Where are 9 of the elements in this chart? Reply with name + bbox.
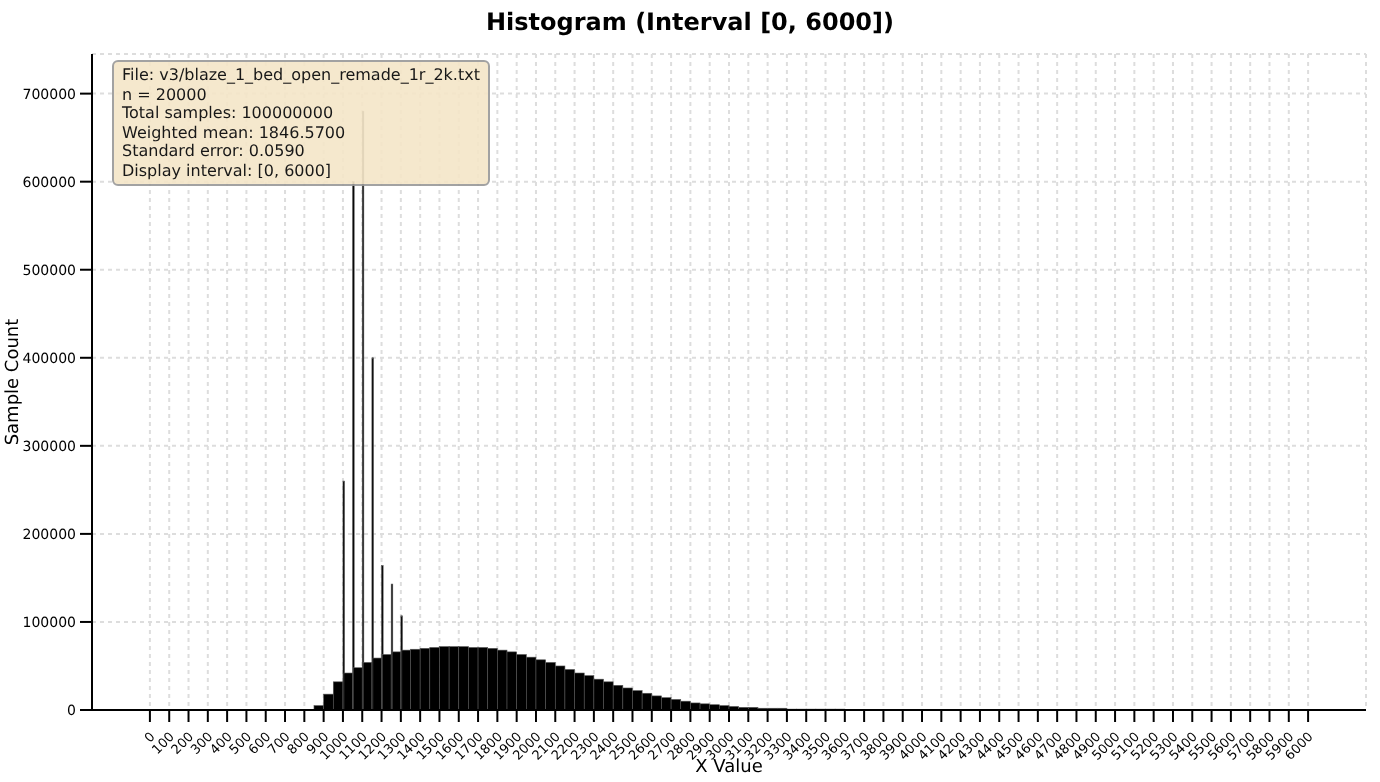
annotation: Display interval: [0, 6000] <box>122 161 334 180</box>
x-axis-title: X Value <box>695 758 764 778</box>
annotation: Standard error: 0.0590 <box>122 142 307 161</box>
y-axis-title: Sample Count <box>4 317 24 446</box>
annotation: Total samples: 100000000 <box>122 104 336 123</box>
annotation: File: v3/blaze_1_bed_open_remade_1r_2k.txt <box>122 66 480 85</box>
annotation: n = 20000 <box>122 85 209 104</box>
chart-title: Histogram (Interval [0, 6000]) <box>484 8 896 36</box>
annotation: Weighted mean: 1846.5700 <box>122 123 348 142</box>
